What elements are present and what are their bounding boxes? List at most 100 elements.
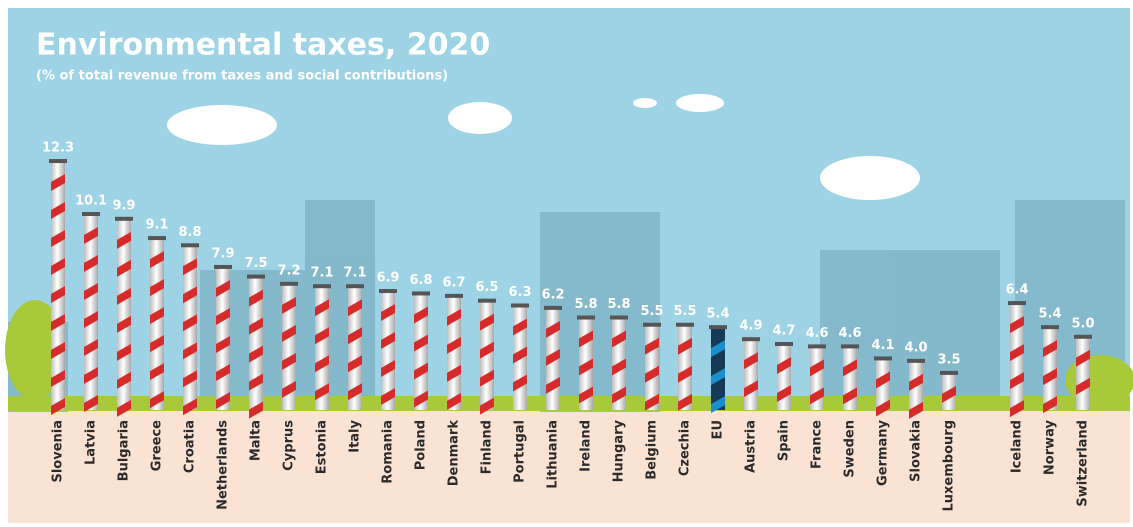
value-label: 6.7 (442, 275, 465, 290)
pillar (610, 315, 628, 410)
pillar-cap (808, 344, 826, 349)
x-tick-label: Cyprus (282, 420, 297, 471)
value-label: 7.5 (244, 256, 267, 271)
stripe (909, 401, 923, 419)
x-tick-label: Denmark (447, 420, 462, 487)
pillar-cap (280, 281, 298, 286)
stripe (1043, 340, 1057, 358)
pillar-cap (379, 289, 397, 294)
stripe (777, 385, 791, 402)
stripe (645, 365, 659, 383)
pillar (478, 298, 496, 415)
stripe (51, 286, 65, 304)
stripe (876, 371, 890, 389)
stripe (678, 393, 692, 411)
pillar-cap (511, 303, 529, 308)
stripe (546, 376, 560, 394)
stripe (84, 283, 98, 300)
pillar-cap (49, 159, 67, 164)
value-label: 8.8 (178, 225, 201, 240)
bar (381, 292, 395, 410)
value-label: 6.8 (409, 273, 432, 288)
stripe (51, 370, 65, 388)
stripe (282, 352, 296, 370)
x-tick-label: Belgium (645, 420, 660, 480)
pillar-cap (1074, 334, 1092, 339)
x-tick-label: Italy (348, 419, 363, 452)
stripe (678, 337, 692, 355)
pillar (940, 370, 958, 410)
pillar (808, 344, 826, 410)
stripe (216, 391, 230, 409)
stripe (711, 368, 725, 386)
stripe (117, 231, 131, 249)
chart-subtitle: (% of total revenue from taxes and socia… (36, 69, 448, 84)
stripe (579, 330, 593, 348)
stripe (216, 307, 230, 325)
stripe (480, 397, 494, 415)
pillar-cap (742, 337, 760, 342)
stripe (1010, 400, 1024, 418)
pillar-cap (841, 344, 859, 349)
x-tick-label: Finland (480, 420, 495, 474)
pillar (115, 216, 133, 417)
x-tick-label: Hungary (612, 419, 627, 482)
value-label: 9.9 (112, 198, 135, 213)
stripe (117, 343, 131, 361)
stripe (84, 255, 98, 272)
x-tick-label: Greece (150, 420, 165, 471)
stripe (711, 340, 725, 358)
pillar (247, 274, 265, 419)
background (5, 8, 1133, 523)
value-label: 7.9 (211, 246, 234, 261)
value-label: 5.5 (673, 304, 696, 319)
stripe (348, 299, 362, 317)
pillar (214, 264, 232, 410)
stripe (183, 314, 197, 332)
stripe (810, 359, 824, 377)
stripe (51, 342, 65, 360)
stripe (744, 352, 758, 370)
x-tick-label: Poland (414, 420, 429, 470)
x-tick-label: Czechia (678, 420, 693, 476)
bar (183, 246, 197, 410)
stripe (777, 357, 791, 374)
pillar-cap (445, 293, 463, 298)
pillar (544, 305, 562, 410)
value-label: 4.6 (838, 326, 861, 341)
stripe (711, 396, 725, 414)
bar (1076, 337, 1090, 410)
pillar (379, 289, 397, 410)
stripe (381, 332, 395, 350)
pillar (1074, 334, 1092, 410)
pillar-cap (775, 342, 793, 346)
x-tick-label: Iceland (1010, 420, 1025, 473)
bar (447, 296, 461, 410)
stripe (282, 324, 296, 342)
value-label: 6.2 (541, 287, 564, 302)
pillar (874, 356, 892, 417)
pillar (445, 293, 463, 410)
stripe (216, 335, 230, 353)
pillar-cap (1041, 325, 1059, 330)
value-label: 6.5 (475, 280, 498, 295)
value-label: 7.2 (277, 263, 300, 278)
stripe (150, 363, 164, 381)
value-label: 4.6 (805, 326, 828, 341)
stripe (480, 369, 494, 387)
stripe (315, 327, 329, 345)
pillar (775, 342, 793, 410)
stripe (1043, 396, 1057, 414)
pillar (346, 284, 364, 410)
pillar-cap (346, 284, 364, 289)
stripe (51, 258, 65, 276)
x-tick-label: EU (711, 420, 726, 439)
pillar-cap (82, 212, 100, 216)
stripe (678, 365, 692, 383)
pillar (82, 212, 100, 412)
x-tick-label: Norway (1043, 419, 1058, 475)
stripe (909, 373, 923, 391)
pillar (313, 284, 331, 410)
stripe (447, 392, 461, 410)
pillar (841, 344, 859, 410)
